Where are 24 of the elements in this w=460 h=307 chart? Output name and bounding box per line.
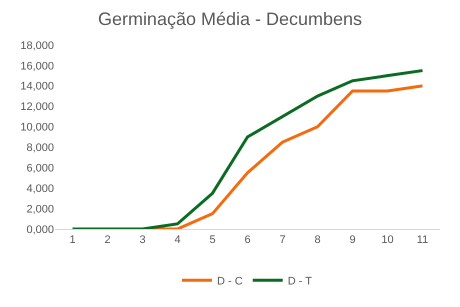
- x-tick-label: 7: [279, 234, 286, 246]
- y-tick-label: 8,000: [26, 142, 54, 154]
- y-tick-label: 6,000: [26, 162, 54, 175]
- x-tick-label: 11: [416, 234, 428, 246]
- y-tick-label: 10,000: [20, 122, 54, 134]
- y-tick-label: 16,000: [20, 60, 54, 72]
- x-tick-label: 4: [174, 234, 181, 246]
- y-tick-label: 0,000: [26, 224, 54, 236]
- y-tick-label: 18,000: [20, 40, 54, 52]
- y-tick-label: 14,000: [20, 80, 54, 93]
- y-tick-label: 2,000: [26, 203, 54, 216]
- y-tick-label: 12,000: [20, 101, 54, 114]
- x-tick-label: 5: [209, 234, 216, 246]
- x-tick-label: 6: [244, 234, 251, 246]
- y-tick-label: 4,000: [26, 182, 54, 195]
- chart-title: Germinação Média - Decumbens: [98, 8, 362, 29]
- legend-label: D - T: [288, 276, 312, 288]
- x-tick-label: 8: [314, 234, 321, 246]
- x-tick-label: 9: [349, 234, 356, 246]
- x-tick-label: 1: [69, 234, 76, 246]
- x-tick-label: 3: [139, 234, 146, 246]
- x-tick-label: 10: [381, 234, 394, 246]
- legend-label: D - C: [217, 276, 243, 288]
- x-tick-label: 2: [104, 234, 111, 246]
